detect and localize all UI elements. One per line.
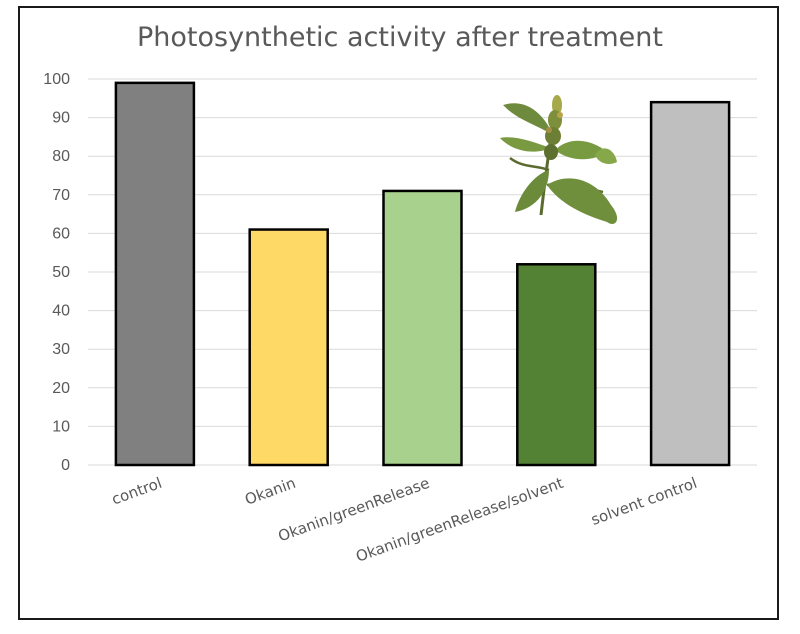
- plant-icon: [500, 95, 618, 225]
- gridlines: [88, 78, 757, 466]
- bar-okanin-greenrelease: [382, 189, 463, 467]
- y-tick-label: 40: [52, 303, 70, 320]
- y-tick-label: 90: [52, 110, 70, 127]
- chart-title: Photosynthetic activity after treatment: [137, 22, 663, 53]
- x-axis-labels: control OkaninOkanin/greenReleaseOkanin/g…: [109, 474, 699, 566]
- x-tick-label: solvent control: [589, 474, 700, 529]
- x-tick-label: control: [109, 474, 164, 509]
- bar-control: [114, 81, 196, 467]
- bar-okanin-greenrelease-solvent: [516, 263, 597, 467]
- x-tick-label: Okanin: [242, 474, 298, 509]
- y-tick-label: 60: [52, 225, 70, 242]
- y-tick-label: 80: [52, 148, 70, 165]
- y-tick-label: 20: [52, 380, 70, 397]
- y-tick-label: 70: [52, 187, 70, 204]
- y-tick-label: 50: [52, 264, 70, 281]
- y-tick-label: 10: [52, 418, 70, 435]
- bars: [114, 81, 731, 467]
- y-tick-label: 30: [52, 341, 70, 358]
- y-axis-ticks: 0 10 20 30 40 50 60 70 80 90 100: [43, 71, 70, 474]
- bar-okanin: [248, 228, 329, 467]
- y-tick-label: 0: [61, 457, 70, 474]
- y-tick-label: 100: [43, 71, 70, 88]
- bar-solvent-control: [649, 100, 731, 467]
